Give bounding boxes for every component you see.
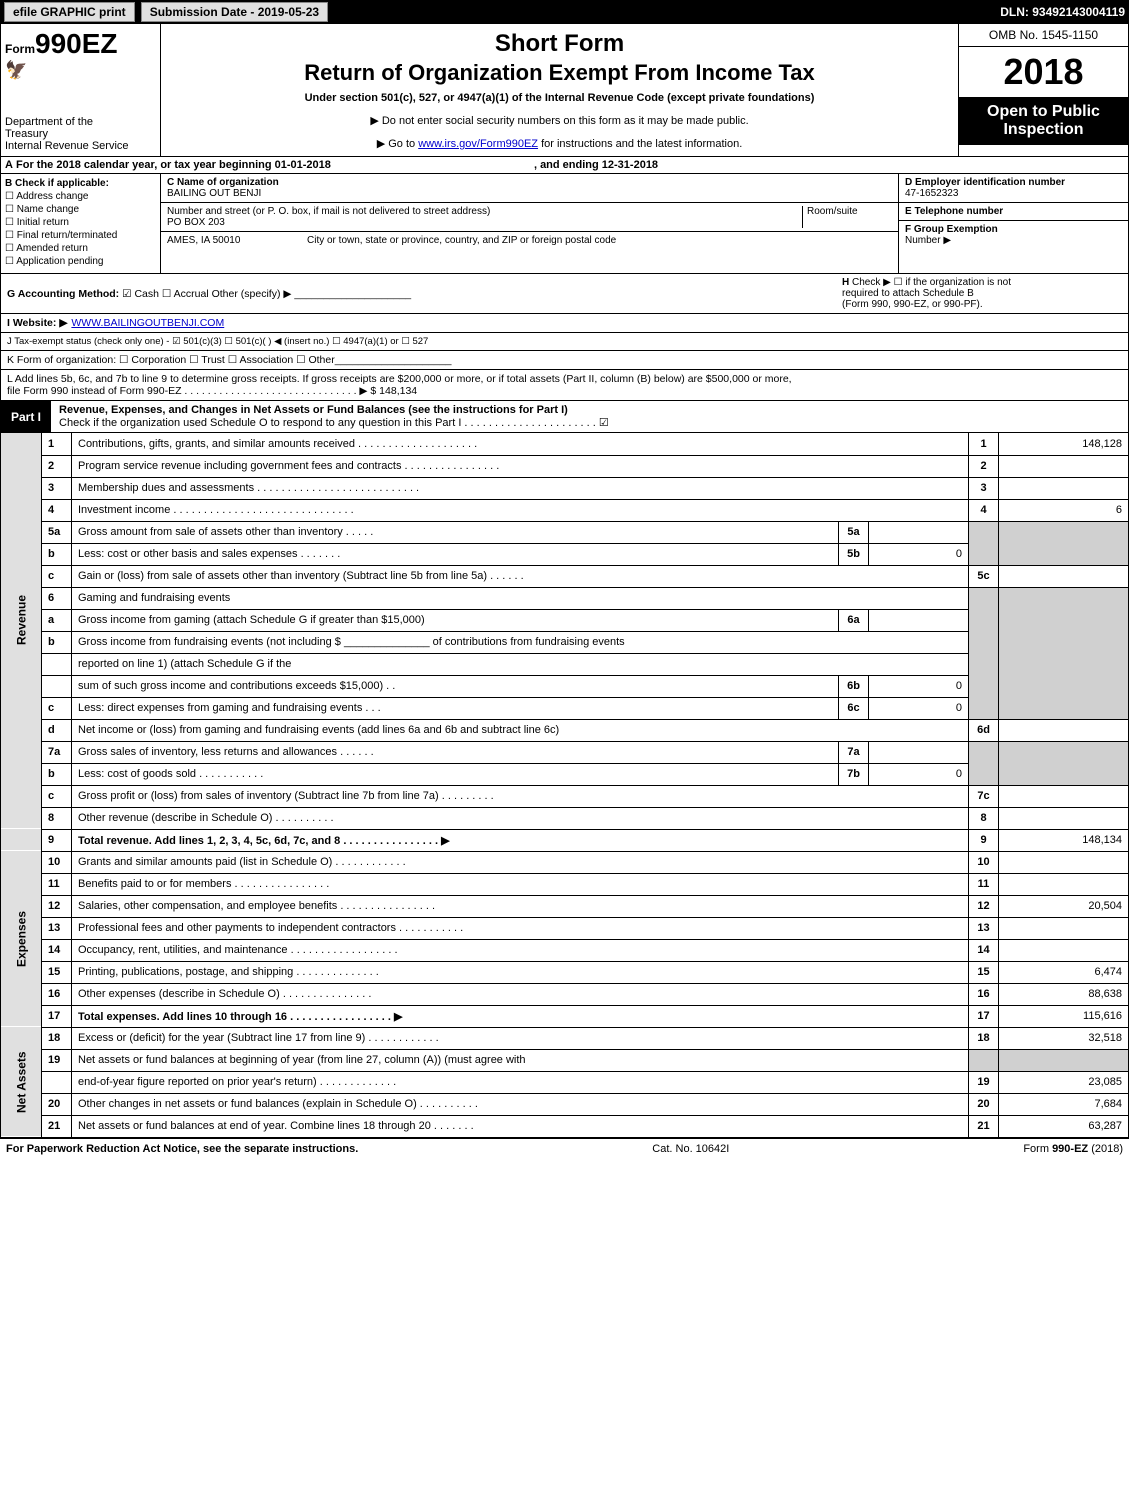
line-6c: c Less: direct expenses from gaming and … xyxy=(1,697,1129,719)
form-number: 990EZ xyxy=(35,28,118,59)
line-4: 4 Investment income . . . . . . . . . . … xyxy=(1,499,1129,521)
line-9: 9 Total revenue. Add lines 1, 2, 3, 4, 5… xyxy=(1,829,1129,851)
section-l: L Add lines 5b, 6c, and 7b to line 9 to … xyxy=(0,370,1129,401)
line-20: 20 Other changes in net assets or fund b… xyxy=(1,1093,1129,1115)
room-label: Room/suite xyxy=(807,206,892,217)
irs-eagle-icon: 🦅 xyxy=(5,60,156,81)
irs-link[interactable]: www.irs.gov/Form990EZ xyxy=(418,138,538,150)
line-7c: c Gross profit or (loss) from sales of i… xyxy=(1,785,1129,807)
form-note1: ▶ Do not enter social security numbers o… xyxy=(171,114,948,127)
short-form-label: Short Form xyxy=(171,30,948,58)
website-link[interactable]: WWW.BAILINGOUTBENJI.COM xyxy=(71,317,224,329)
footer-center: Cat. No. 10642I xyxy=(652,1143,729,1155)
line-6d: d Net income or (loss) from gaming and f… xyxy=(1,719,1129,741)
line-10: Expenses 10 Grants and similar amounts p… xyxy=(1,851,1129,873)
dln-label: DLN: 93492143004119 xyxy=(1000,5,1125,19)
d-label: D Employer identification number xyxy=(905,177,1122,188)
org-address: PO BOX 203 xyxy=(167,217,802,228)
line-3: 3 Membership dues and assessments . . . … xyxy=(1,477,1129,499)
label-a: A xyxy=(5,159,13,171)
section-k: K Form of organization: ☐ Corporation ☐ … xyxy=(0,351,1129,370)
line-15: 15 Printing, publications, postage, and … xyxy=(1,961,1129,983)
e-label: E Telephone number xyxy=(905,206,1122,217)
part1-header: Part I Revenue, Expenses, and Changes in… xyxy=(0,401,1129,433)
submission-date: Submission Date - 2019-05-23 xyxy=(141,2,328,22)
ein: 47-1652323 xyxy=(905,188,1122,199)
part1-table: Revenue 1 Contributions, gifts, grants, … xyxy=(0,433,1129,1138)
check-name-change[interactable]: ☐ Name change xyxy=(5,204,156,215)
top-bar: efile GRAPHIC print Submission Date - 20… xyxy=(0,0,1129,24)
radio-accrual[interactable]: ☐ Accrual xyxy=(162,288,209,300)
org-city: AMES, IA 50010 xyxy=(167,235,287,246)
check-amended-return[interactable]: ☐ Amended return xyxy=(5,243,156,254)
section-c: C Name of organization BAILING OUT BENJI… xyxy=(161,174,898,273)
line-14: 14 Occupancy, rent, utilities, and maint… xyxy=(1,939,1129,961)
f-label: F Group Exemption xyxy=(905,224,1122,235)
sidebar-expenses: Expenses xyxy=(1,851,42,1027)
line-6b-2: reported on line 1) (attach Schedule G i… xyxy=(1,653,1129,675)
section-bcd: B Check if applicable: ☐ Address change … xyxy=(0,174,1129,274)
sidebar-net-assets: Net Assets xyxy=(1,1027,42,1137)
section-g: G Accounting Method: ☑ Cash ☐ Accrual Ot… xyxy=(0,274,1129,314)
addr-label: Number and street (or P. O. box, if mail… xyxy=(167,206,802,217)
efile-print-button[interactable]: efile GRAPHIC print xyxy=(4,2,135,22)
part1-tag: Part I xyxy=(1,407,51,427)
line-11: 11 Benefits paid to or for members . . .… xyxy=(1,873,1129,895)
other-specify[interactable]: Other (specify) ▶ xyxy=(212,288,292,300)
line-17: 17 Total expenses. Add lines 10 through … xyxy=(1,1005,1129,1027)
line-6b-3: sum of such gross income and contributio… xyxy=(1,675,1129,697)
open-public-badge: Open to Public Inspection xyxy=(959,97,1128,145)
line-13: 13 Professional fees and other payments … xyxy=(1,917,1129,939)
form-note2: ▶ Go to www.irs.gov/Form990EZ for instru… xyxy=(171,137,948,150)
line-2: 2 Program service revenue including gove… xyxy=(1,455,1129,477)
check-final-return[interactable]: ☐ Final return/terminated xyxy=(5,230,156,241)
line-6a: a Gross income from gaming (attach Sched… xyxy=(1,609,1129,631)
section-h: H Check ▶ ☐ if the organization is not r… xyxy=(842,277,1122,310)
line-7b: b Less: cost of goods sold . . . . . . .… xyxy=(1,763,1129,785)
footer-right: Form 990-EZ (2018) xyxy=(1023,1143,1123,1155)
check-address-change[interactable]: ☐ Address change xyxy=(5,191,156,202)
city-label: City or town, state or province, country… xyxy=(287,235,892,246)
radio-cash[interactable]: ☑ Cash xyxy=(122,288,159,300)
line-6: 6 Gaming and fundraising events xyxy=(1,587,1129,609)
f-label2: Number ▶ xyxy=(905,235,1122,246)
check-initial-return[interactable]: ☐ Initial return xyxy=(5,217,156,228)
line-1: Revenue 1 Contributions, gifts, grants, … xyxy=(1,433,1129,455)
line-6b-1: b Gross income from fundraising events (… xyxy=(1,631,1129,653)
line-18: Net Assets 18 Excess or (deficit) for th… xyxy=(1,1027,1129,1049)
sidebar-revenue: Revenue xyxy=(1,433,42,807)
form-header: Form990EZ 🦅 Department of the Treasury I… xyxy=(0,24,1129,157)
section-b: B Check if applicable: ☐ Address change … xyxy=(1,174,161,273)
line-5b: b Less: cost or other basis and sales ex… xyxy=(1,543,1129,565)
page-footer: For Paperwork Reduction Act Notice, see … xyxy=(0,1138,1129,1159)
tax-year: 2018 xyxy=(959,47,1128,97)
line-19a: 19 Net assets or fund balances at beginn… xyxy=(1,1049,1129,1071)
line-7a: 7a Gross sales of inventory, less return… xyxy=(1,741,1129,763)
dept-line1: Department of the xyxy=(5,116,156,128)
section-j: J Tax-exempt status (check only one) - ☑… xyxy=(0,333,1129,351)
check-application-pending[interactable]: ☐ Application pending xyxy=(5,256,156,267)
form-subtitle: Under section 501(c), 527, or 4947(a)(1)… xyxy=(171,92,948,104)
part1-title: Revenue, Expenses, and Changes in Net As… xyxy=(51,401,1128,432)
section-a: A For the 2018 calendar year, or tax yea… xyxy=(0,157,1129,174)
dept-line3: Internal Revenue Service xyxy=(5,140,156,152)
omb-number: OMB No. 1545-1150 xyxy=(959,24,1128,47)
form-title: Return of Organization Exempt From Incom… xyxy=(171,60,948,86)
section-i: I Website: ▶ WWW.BAILINGOUTBENJI.COM xyxy=(0,314,1129,333)
line-21: 21 Net assets or fund balances at end of… xyxy=(1,1115,1129,1137)
line-19b: end-of-year figure reported on prior yea… xyxy=(1,1071,1129,1093)
line-5c: c Gain or (loss) from sale of assets oth… xyxy=(1,565,1129,587)
c-name-label: C Name of organization xyxy=(167,177,892,188)
org-name: BAILING OUT BENJI xyxy=(167,188,892,199)
line-8: 8 Other revenue (describe in Schedule O)… xyxy=(1,807,1129,829)
line-5a: 5a Gross amount from sale of assets othe… xyxy=(1,521,1129,543)
footer-left: For Paperwork Reduction Act Notice, see … xyxy=(6,1143,358,1155)
line-12: 12 Salaries, other compensation, and emp… xyxy=(1,895,1129,917)
line-16: 16 Other expenses (describe in Schedule … xyxy=(1,983,1129,1005)
form-prefix: Form xyxy=(5,42,35,56)
section-d: D Employer identification number 47-1652… xyxy=(898,174,1128,273)
dept-line2: Treasury xyxy=(5,128,156,140)
